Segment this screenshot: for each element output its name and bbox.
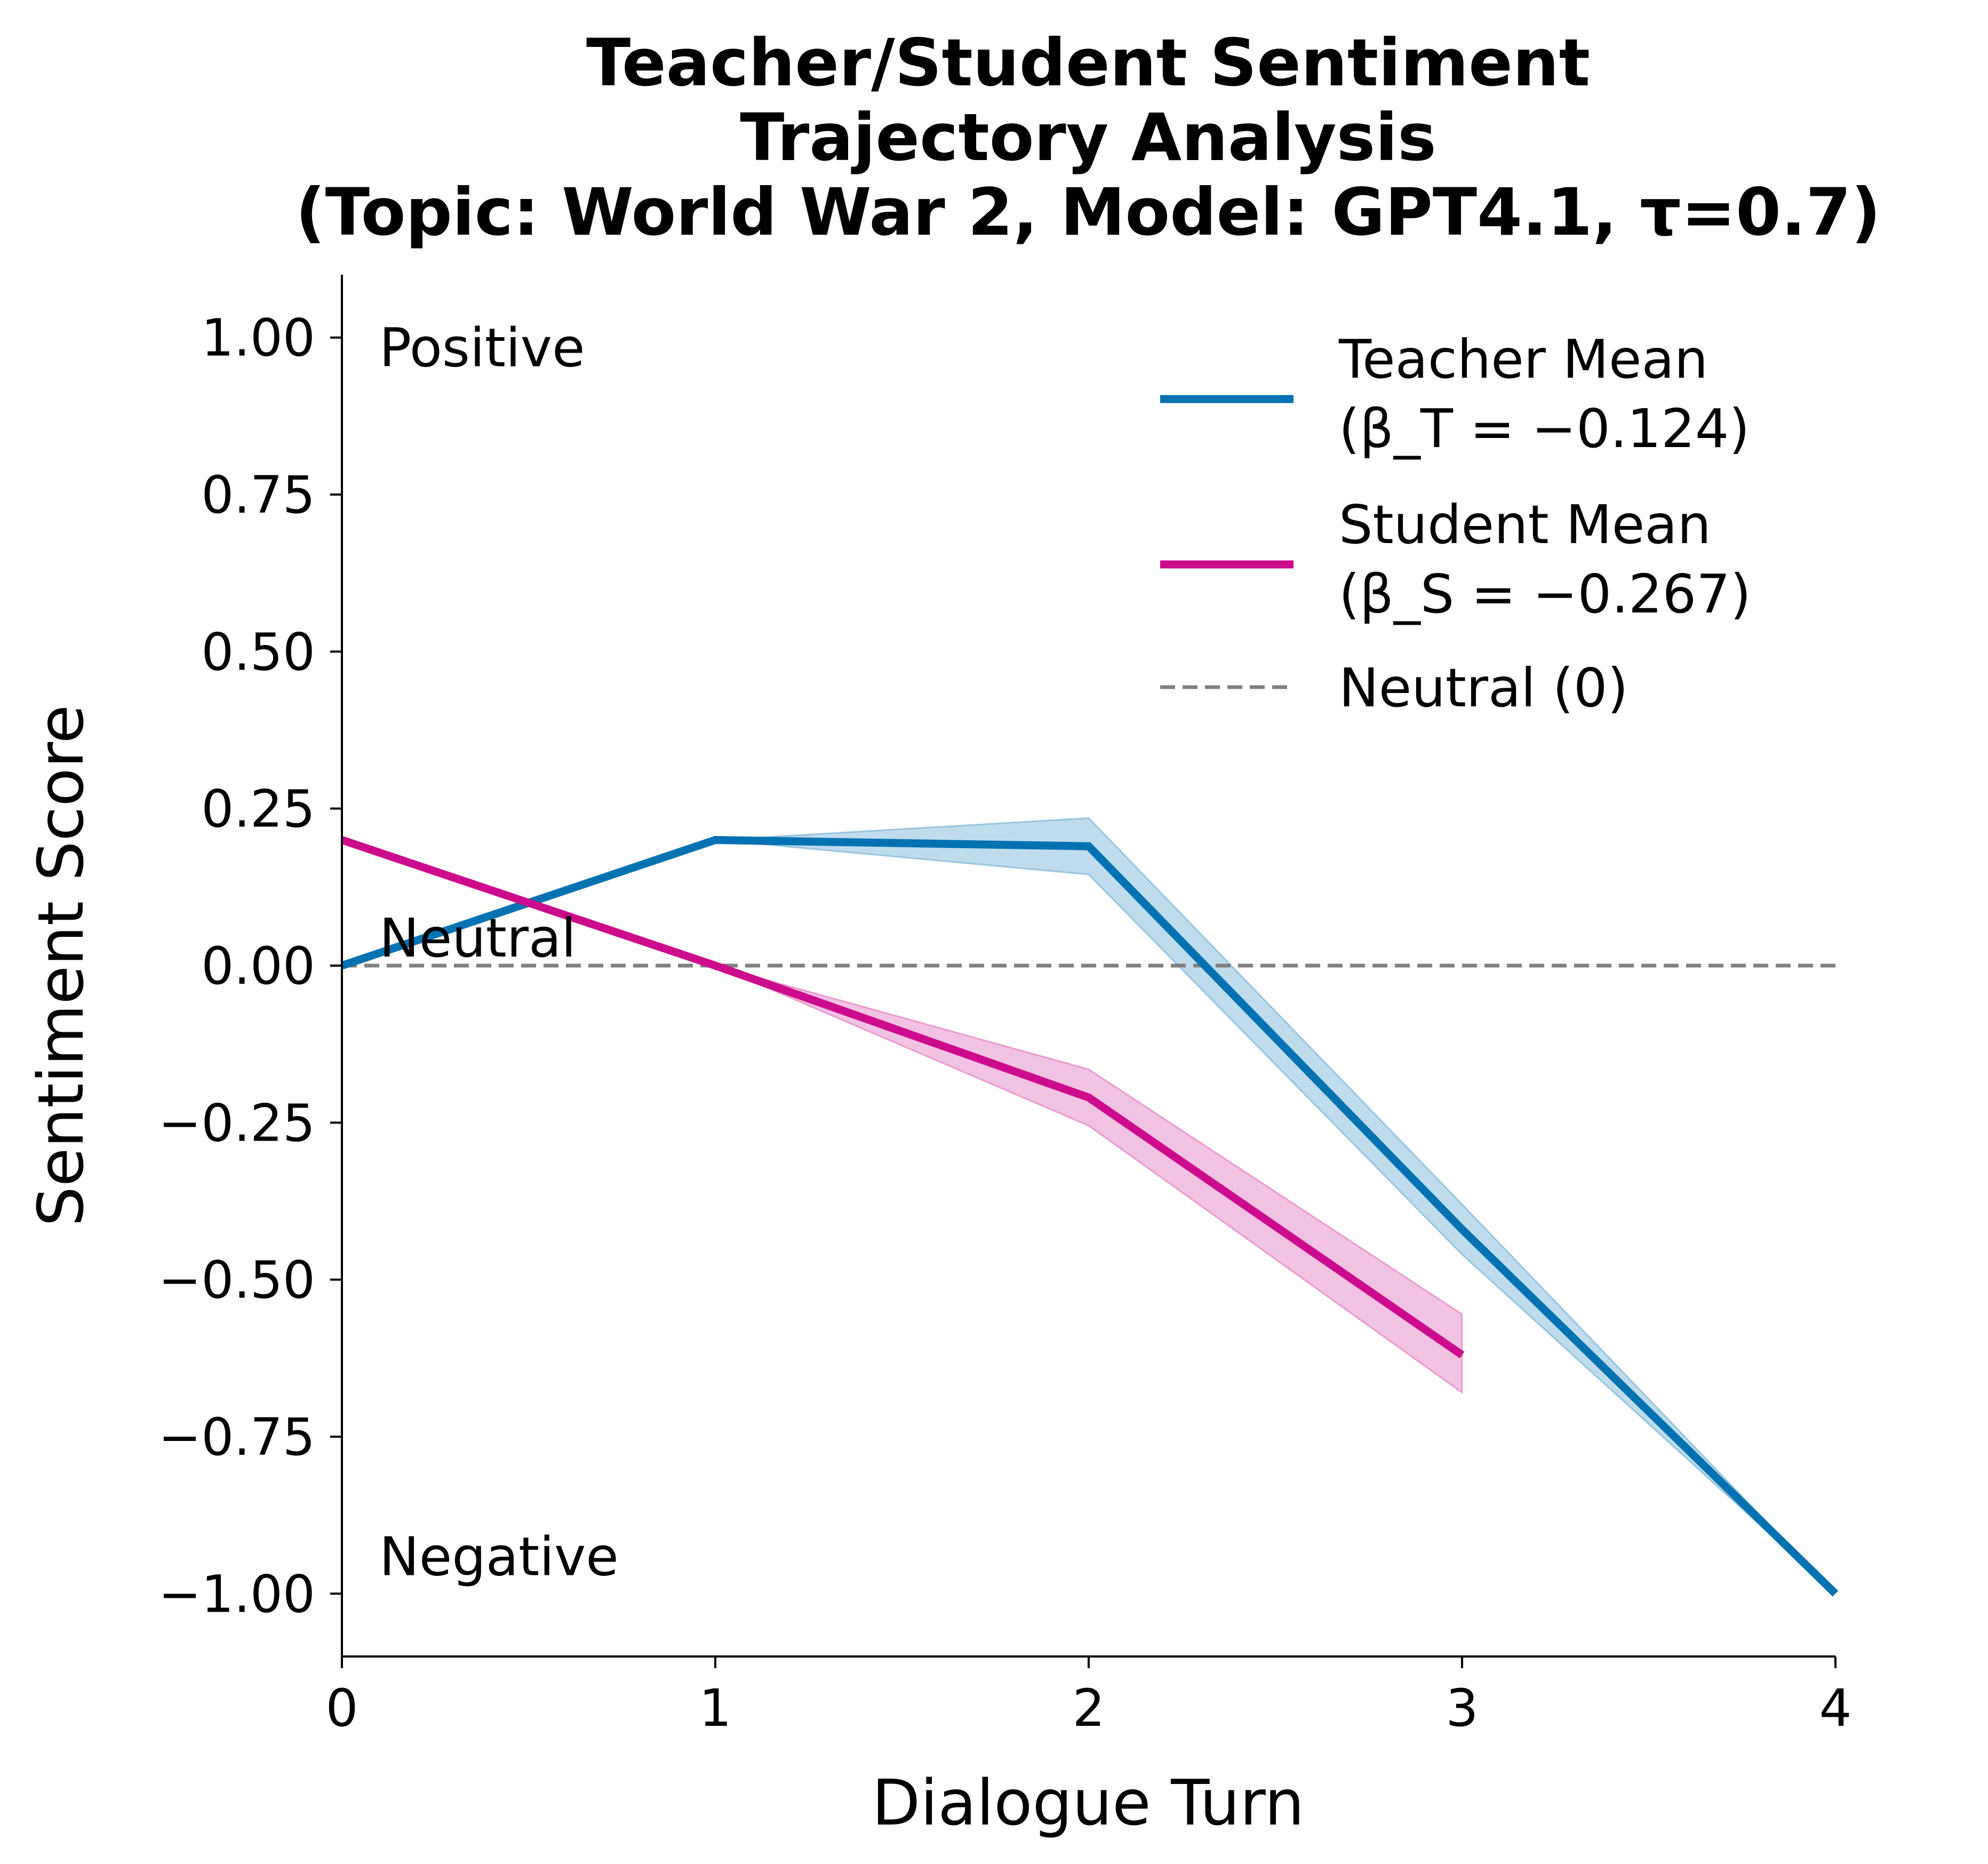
- y-tick-label: −0.25: [158, 1093, 315, 1153]
- series-line: [340, 836, 1839, 1597]
- legend: Teacher Mean(β_T = −0.124) Student Mean (β…: [1160, 328, 1751, 719]
- x-axis-label: Dialogue Turn: [872, 1766, 1305, 1839]
- chart-title-line-1: Teacher/Student Sentiment: [586, 25, 1590, 101]
- y-tick-label: −1.00: [158, 1564, 315, 1624]
- y-tick-label: 0.00: [201, 936, 315, 996]
- legend-label: Neutral (0): [1339, 657, 1628, 719]
- legend-label: (β_T = −0.124): [1339, 397, 1750, 460]
- y-tick-label: −0.75: [158, 1407, 315, 1467]
- y-tick-label: 0.25: [201, 779, 315, 839]
- x-tick-label: 0: [325, 1678, 358, 1738]
- y-tick-label: 0.50: [201, 622, 315, 682]
- legend-label: Teacher Mean: [1338, 328, 1708, 391]
- region-annotations: Positive Neutral Negative: [379, 316, 619, 1588]
- x-tick-label: 4: [1819, 1678, 1851, 1738]
- y-tick-label: 1.00: [201, 308, 315, 368]
- x-axis-ticks: 0 1 2 3 4: [325, 1656, 1852, 1738]
- series-lines: [340, 836, 1839, 1597]
- legend-label: (β_S = −0.267): [1339, 563, 1751, 625]
- x-tick-label: 2: [1072, 1678, 1105, 1738]
- legend-label: Student Mean: [1339, 493, 1711, 556]
- series-line: [340, 836, 1465, 1359]
- y-tick-label: 0.75: [201, 465, 315, 525]
- chart-title: Teacher/Student Sentiment Trajectory Ana…: [296, 25, 1881, 250]
- y-tick-label: −0.50: [158, 1250, 315, 1310]
- region-annotation: Neutral: [379, 907, 576, 969]
- region-annotation: Negative: [379, 1526, 619, 1588]
- x-tick-label: 3: [1446, 1678, 1478, 1738]
- chart-title-line-3: (Topic: World War 2, Model: GPT4.1, τ=0.…: [296, 174, 1881, 250]
- x-tick-label: 1: [699, 1678, 731, 1738]
- y-axis-label: Sentiment Score: [24, 705, 98, 1226]
- region-annotation: Positive: [379, 316, 585, 379]
- chart-title-line-2: Trajectory Analysis: [740, 100, 1436, 176]
- y-axis-ticks: 1.00 0.75 0.50 0.25 0.00 −0.25 −0.50 −0.75 −1.00: [158, 308, 342, 1624]
